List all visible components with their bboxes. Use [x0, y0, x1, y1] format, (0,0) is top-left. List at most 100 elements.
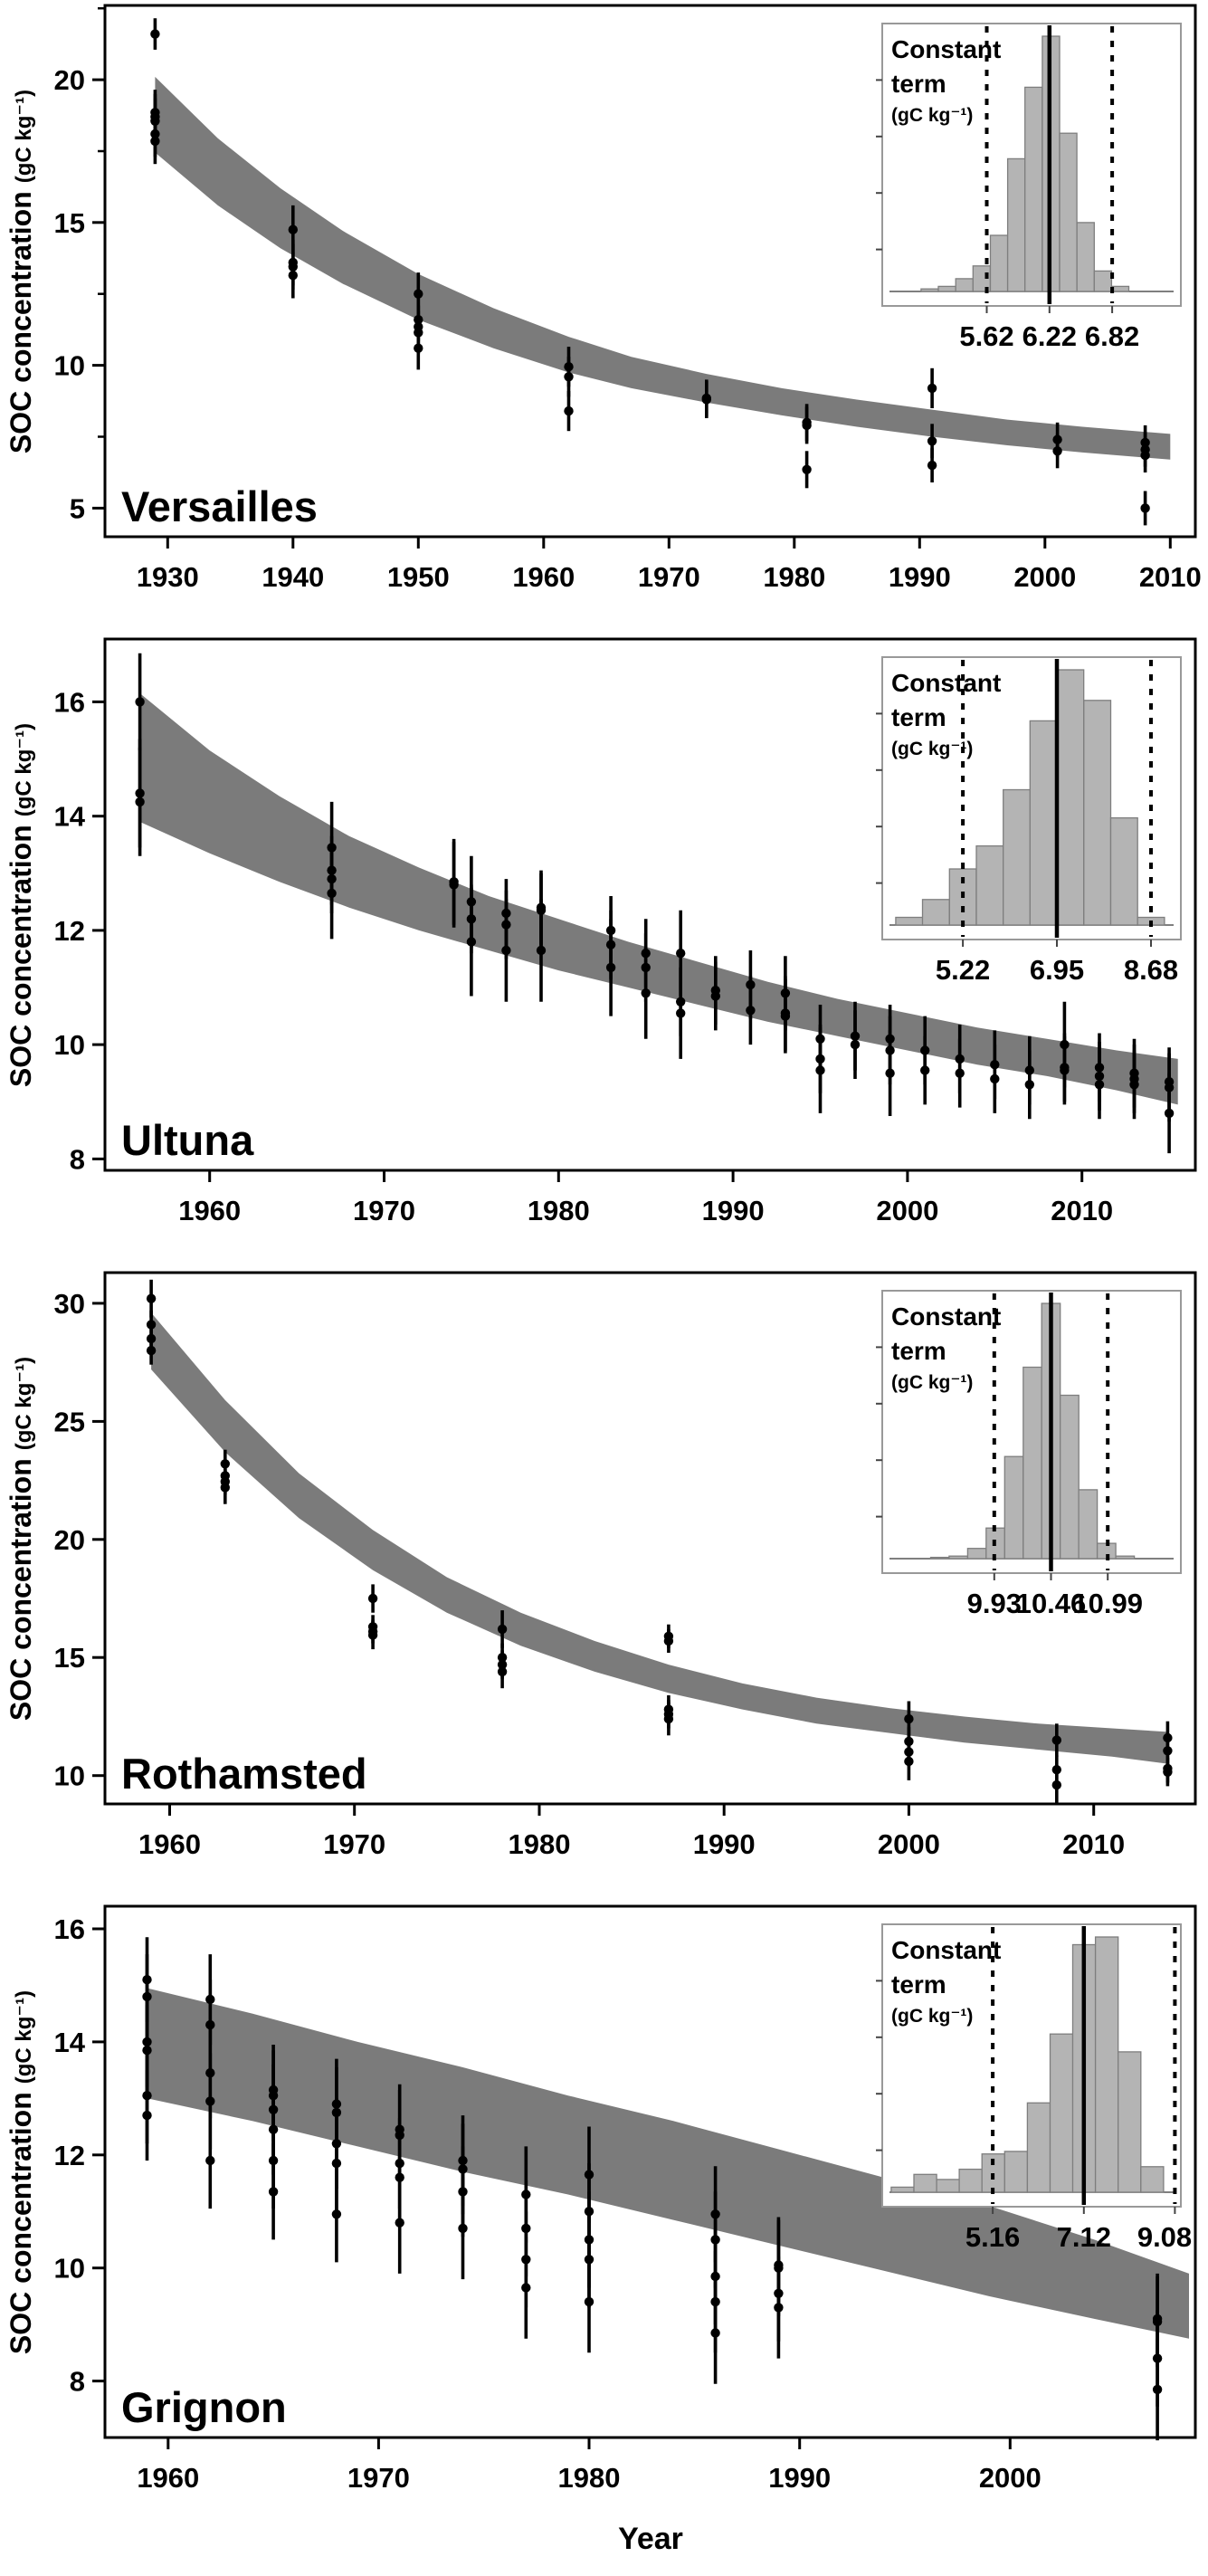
y-tick-label: 16: [54, 1913, 85, 1945]
y-axis-title-unit: (gC kg⁻¹): [12, 723, 36, 816]
data-point: [850, 1039, 861, 1050]
y-axis-title: SOC concentration (gC kg⁻¹): [5, 90, 37, 453]
histogram-bar: [1118, 2051, 1142, 2193]
x-axis: 1960 1970 1980 1990 2000 2010: [178, 1170, 1113, 1226]
x-axis: 1960 1970 1980 1990 2000: [137, 2438, 1042, 2494]
inset-histogram: Constant term (gC kg⁻¹) 5.16 7.12 9.08: [876, 1923, 1192, 2253]
histogram-bar: [890, 2186, 915, 2193]
inset-histogram: Constant term (gC kg⁻¹) 5.62 6.22 6.82: [876, 23, 1182, 352]
x-tick-label: 1970: [353, 1195, 415, 1226]
inset-ci-high-value: 10.99: [1072, 1588, 1143, 1619]
histogram-bar: [1083, 700, 1112, 926]
data-point: [205, 2155, 215, 2166]
inset-ci-high-value: 9.08: [1137, 2221, 1192, 2253]
data-point: [885, 1068, 895, 1078]
x-tick-label: 1970: [323, 1828, 385, 1860]
y-tick-label: 25: [54, 1406, 85, 1437]
y-tick-label: 14: [54, 2027, 86, 2058]
data-point: [501, 945, 511, 956]
data-point: [676, 949, 686, 959]
y-axis: 8 10 12 14 16: [54, 686, 105, 1175]
y-axis-title-unit: (gC kg⁻¹): [12, 1357, 36, 1450]
histogram-bar: [921, 899, 950, 926]
data-point: [150, 29, 160, 39]
x-tick-label: 1960: [178, 1195, 241, 1226]
data-point: [1052, 446, 1062, 456]
data-point: [146, 1293, 157, 1303]
data-point: [142, 1991, 152, 2002]
inset-ci-high-value: 6.82: [1085, 320, 1139, 352]
panel-grignon: 8 10 12 14 16 1960 1970 1980 1990 2000 SOC concent…: [5, 1904, 1197, 2556]
data-point: [1140, 450, 1150, 461]
histogram-bar: [1006, 157, 1026, 292]
y-tick-label: 15: [54, 1642, 85, 1674]
data-point: [288, 271, 298, 281]
site-label: Rothamsted: [121, 1750, 367, 1798]
y-axis-title: SOC concentration (gC kg⁻¹): [5, 1357, 37, 1721]
y-axis-title-main: SOC concentration: [5, 191, 37, 453]
data-point: [927, 383, 937, 394]
data-point: [395, 2218, 404, 2228]
y-tick-label: 8: [70, 2366, 85, 2398]
inset-median-value: 6.22: [1023, 320, 1077, 352]
model-ensemble-band: [155, 76, 1171, 460]
histogram-bar: [1059, 132, 1078, 292]
panel-rothamsted: 10 15 20 25 30 1960 1970 1980 1990 2000 2010 SOC co…: [5, 1271, 1197, 1860]
data-point: [1060, 1065, 1070, 1075]
x-axis-title: Year: [618, 2522, 683, 2556]
y-axis-title-unit: (gC kg⁻¹): [12, 90, 36, 183]
band-shape: [155, 76, 1171, 460]
data-point: [955, 1068, 965, 1078]
x-axis: 1930 1940 1950 1960 1970 1980 1990 2000 2010: [137, 537, 1202, 593]
inset-unit-label: (gC kg⁻¹): [891, 105, 973, 126]
data-point: [327, 888, 337, 899]
y-tick-label: 8: [70, 1143, 85, 1175]
panel-ultuna: 8 10 12 14 16 1960 1970 1980 1990 2000 2010 SOC con…: [5, 637, 1197, 1226]
data-point: [449, 880, 459, 890]
data-point: [710, 2328, 720, 2338]
histogram-bar: [1078, 1489, 1099, 1560]
histogram-bar: [955, 278, 974, 292]
histogram-bar: [936, 2179, 960, 2193]
inset-title-line1: Constant: [891, 35, 1001, 63]
inset-median-value: 6.95: [1030, 954, 1084, 986]
data-point: [142, 2110, 152, 2121]
site-label: Versailles: [121, 482, 318, 530]
data-point: [904, 1756, 914, 1767]
inset-title-line2: term: [891, 1337, 946, 1365]
histogram-bar: [975, 844, 1004, 926]
plot-frame: [103, 1904, 1197, 2439]
y-tick-label: 20: [54, 64, 85, 96]
observations: [146, 1279, 1173, 1803]
data-point: [1163, 1746, 1173, 1756]
data-point: [584, 2296, 594, 2307]
inset-median-value: 10.46: [1016, 1588, 1087, 1619]
inset-ci-low-value: 9.93: [967, 1588, 1022, 1619]
histogram-bar: [895, 916, 924, 926]
histogram-bar: [1056, 669, 1085, 926]
data-point: [1024, 1080, 1035, 1090]
data-point: [663, 1713, 674, 1724]
y-tick-label: 10: [54, 1029, 85, 1061]
histogram-bar: [920, 288, 939, 292]
y-axis-title-unit: (gC kg⁻¹): [12, 1990, 36, 2084]
data-point: [146, 1320, 157, 1330]
histogram-bar: [1026, 2102, 1051, 2193]
y-tick-label: 12: [54, 915, 85, 947]
y-tick-label: 15: [54, 207, 85, 239]
histogram-bar: [1115, 1555, 1136, 1560]
y-tick-label: 14: [54, 801, 86, 833]
histogram-bar: [1023, 1366, 1042, 1560]
inset-ci-high-value: 8.68: [1124, 954, 1178, 986]
plot-frame: [103, 4, 1197, 539]
y-axis: 10 15 20 25 30: [54, 1288, 105, 1792]
histogram-bar: [1049, 2033, 1074, 2193]
observations: [142, 1937, 1163, 2441]
data-point: [1152, 2384, 1163, 2395]
data-point: [150, 136, 160, 147]
data-point: [676, 1008, 686, 1018]
data-point: [367, 1593, 378, 1604]
inset-title-line2: term: [891, 70, 946, 98]
data-point: [1163, 1767, 1173, 1777]
